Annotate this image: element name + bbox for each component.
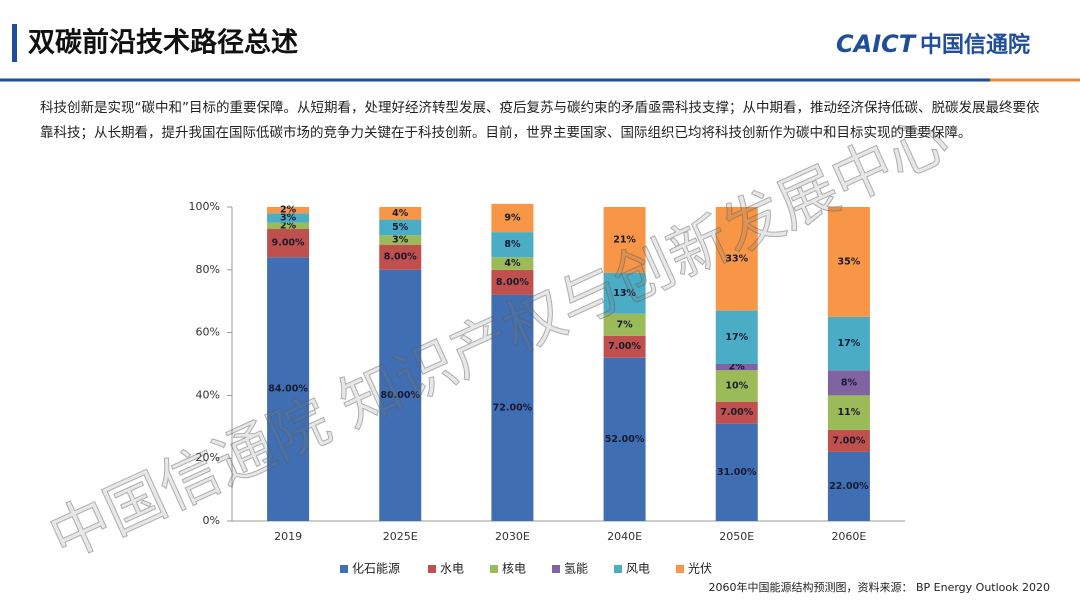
bar-segment xyxy=(379,269,422,521)
y-tick-label: 100% xyxy=(189,200,220,213)
x-tick-label: 2019 xyxy=(274,530,302,543)
data-label: 80.00% xyxy=(380,390,420,401)
bar-segment xyxy=(827,395,870,430)
data-label: 52.00% xyxy=(605,434,645,445)
data-label: 33% xyxy=(725,253,748,264)
y-tick-label: 80% xyxy=(196,263,220,276)
bar-segment xyxy=(827,429,870,452)
data-label: 13% xyxy=(613,288,636,299)
data-label: 8.00% xyxy=(496,277,529,288)
data-label: 3% xyxy=(392,234,409,245)
data-label: 2% xyxy=(280,205,297,216)
logo-name: 中国信通院 xyxy=(920,32,1030,58)
data-label: 8% xyxy=(504,239,521,250)
data-label: 3% xyxy=(280,212,297,223)
bar-segment xyxy=(715,370,758,402)
data-label: 7.00% xyxy=(608,341,641,352)
slide-title: 双碳前沿技术路径总述 xyxy=(28,27,298,59)
legend-label: 化石能源 xyxy=(352,562,400,576)
bar-segment xyxy=(267,257,310,521)
data-label: 21% xyxy=(613,234,636,245)
bar-segment xyxy=(827,316,870,371)
bar-segment xyxy=(715,310,758,364)
source-note: 2060年中国能源结构预测图，资料来源： BP Energy Outlook 2… xyxy=(709,580,1051,594)
x-tick-label: 2050E xyxy=(719,530,754,543)
bar-segment xyxy=(827,451,870,521)
bar-segment xyxy=(827,207,870,317)
data-label: 72.00% xyxy=(493,402,533,413)
data-label: 11% xyxy=(838,407,861,418)
bar-segment xyxy=(603,357,646,521)
data-label: 84.00% xyxy=(268,384,308,395)
legend-swatch xyxy=(490,565,498,573)
bar-segment xyxy=(603,335,646,358)
data-label: 17% xyxy=(725,332,748,343)
x-tick-label: 2030E xyxy=(495,530,530,543)
data-label: 10% xyxy=(725,380,748,391)
bar-segment xyxy=(603,272,646,314)
data-label: 4% xyxy=(504,258,521,269)
data-label: 8% xyxy=(841,377,858,388)
bar-segment xyxy=(715,364,758,371)
bar-segment xyxy=(379,219,422,236)
bar-segment xyxy=(603,313,646,336)
data-label: 9.00% xyxy=(272,238,305,249)
y-tick-label: 20% xyxy=(196,451,220,464)
y-tick-label: 40% xyxy=(196,388,220,401)
bar-segment xyxy=(267,222,310,229)
legend-swatch xyxy=(340,565,348,573)
data-label: 8.00% xyxy=(384,252,417,263)
bar-segment xyxy=(267,207,310,214)
data-label: 7% xyxy=(617,319,634,330)
logo-mark: CAICT xyxy=(836,30,917,58)
y-tick-label: 0% xyxy=(203,514,220,527)
bar-segment xyxy=(491,232,534,258)
data-label: 22.00% xyxy=(829,481,869,492)
legend-swatch xyxy=(552,565,560,573)
x-tick-label: 2040E xyxy=(607,530,642,543)
bar-segment xyxy=(715,207,758,311)
data-label: 17% xyxy=(838,338,861,349)
legend-swatch xyxy=(676,565,684,573)
bar-segment xyxy=(715,401,758,424)
data-label: 2% xyxy=(280,220,297,231)
bar-segment xyxy=(491,269,534,295)
title-accent xyxy=(12,24,17,62)
bar-segment xyxy=(267,228,310,258)
bar-segment xyxy=(491,203,534,233)
legend-swatch xyxy=(614,565,622,573)
chart: 0%20%40%60%80%100%201984.00%9.00%2%3%2%2… xyxy=(189,200,905,576)
legend-label: 氢能 xyxy=(564,561,588,576)
data-label: 7.00% xyxy=(832,435,865,446)
legend-label: 光伏 xyxy=(688,562,712,576)
data-label: 31.00% xyxy=(717,467,757,478)
legend-label: 水电 xyxy=(440,562,464,576)
data-label: 5% xyxy=(392,222,409,233)
legend-label: 风电 xyxy=(626,562,650,576)
bar-segment xyxy=(827,370,870,396)
bar-segment xyxy=(715,423,758,521)
bar-segment xyxy=(379,235,422,245)
data-label: 7.00% xyxy=(720,407,753,418)
body-text: 科技创新是实现“碳中和”目标的重要保障。从短期看，处理好经济转型发展、疫后复苏与… xyxy=(40,100,1040,141)
data-label: 35% xyxy=(838,256,861,267)
x-tick-label: 2025E xyxy=(383,530,418,543)
data-label: 2% xyxy=(729,362,746,373)
x-tick-label: 2060E xyxy=(831,530,866,543)
bar-segment xyxy=(491,294,534,521)
bar-segment xyxy=(603,207,646,273)
y-tick-label: 60% xyxy=(196,326,220,339)
bar-segment xyxy=(267,213,310,223)
legend-swatch xyxy=(428,565,436,573)
data-label: 9% xyxy=(504,212,521,223)
legend-label: 核电 xyxy=(502,562,526,576)
bar-segment xyxy=(379,244,422,270)
bar-segment xyxy=(491,257,534,270)
bar-segment xyxy=(379,207,422,220)
data-label: 4% xyxy=(392,208,409,219)
